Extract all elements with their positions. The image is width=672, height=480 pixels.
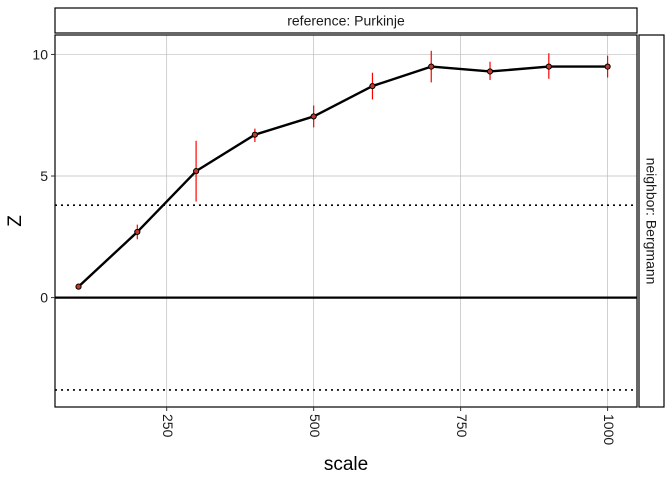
data-point <box>251 131 258 138</box>
data-point <box>369 82 376 90</box>
right-strip <box>638 34 665 408</box>
data-point <box>310 113 317 120</box>
data-point <box>486 68 494 75</box>
y-axis: 0 5 10 <box>32 46 55 306</box>
y-tick-label: 0 <box>40 290 48 306</box>
data-point <box>134 228 141 236</box>
x-tick-label: 500 <box>307 414 323 438</box>
series-line <box>77 65 608 288</box>
data-point <box>604 63 611 70</box>
data-point <box>75 283 82 290</box>
right-strip-label: neighbor: Bergmann <box>644 158 660 285</box>
y-axis-title: Z <box>5 215 26 227</box>
top-strip-label: reference: Purkinje <box>287 13 405 29</box>
x-tick-label: 750 <box>454 414 470 438</box>
x-tick-label: 250 <box>160 414 176 438</box>
x-axis-title: scale <box>324 454 368 475</box>
plot-panel <box>55 35 637 407</box>
data-points <box>75 63 611 290</box>
data-point <box>192 168 200 175</box>
y-tick-label: 5 <box>40 168 48 184</box>
x-tick-label: 1000 <box>601 414 617 445</box>
top-strip <box>54 7 638 34</box>
y-tick-label: 10 <box>32 46 48 62</box>
data-point <box>545 63 552 70</box>
data-point <box>428 63 435 70</box>
series-line-group <box>77 65 608 288</box>
plot-panel-border <box>54 34 638 408</box>
x-axis: 250 500 750 1000 <box>160 407 617 445</box>
reference-lines <box>55 204 637 391</box>
